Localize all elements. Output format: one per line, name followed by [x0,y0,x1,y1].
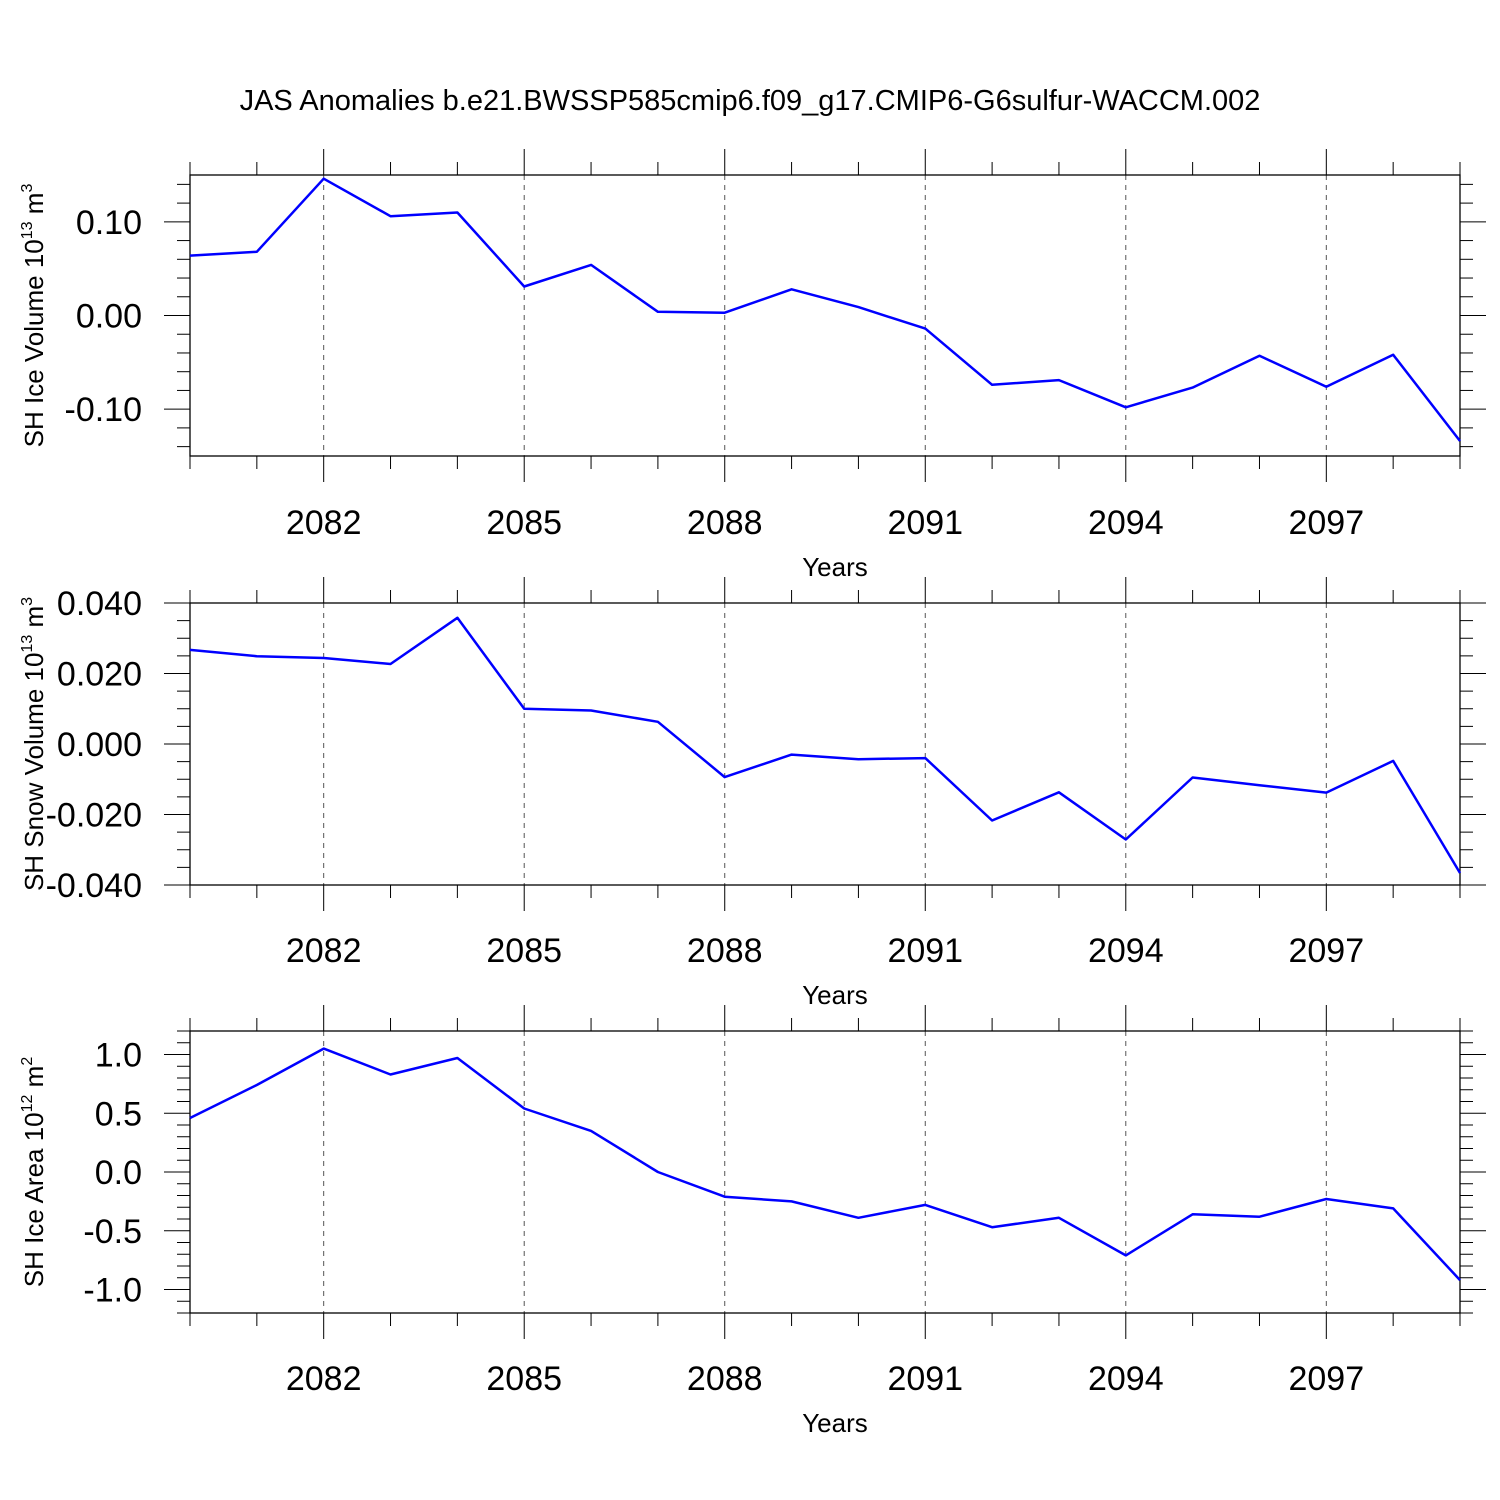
y-axis-label-exponent: 12 [19,1094,36,1112]
panel-2: 2082 2085 2088 2091 2094 2097 Years 0.040 0.020 0… [19,577,1486,1010]
y-tick-label: -0.5 [83,1213,142,1251]
y-axis-label: SH Ice Area 1012 m2 [19,1057,49,1288]
x-tick-label: 2097 [1288,1360,1364,1398]
x-tick-label: 2094 [1088,504,1164,542]
y-tick-label: 0.0 [95,1154,142,1192]
x-tick-label: 2082 [286,504,362,542]
x-tick-label: 2085 [486,504,562,542]
panel-3: 2082 2085 2088 2091 2094 2097 Years 1.0 0.5 0.0 -0… [19,1005,1486,1438]
series-line [189,616,1462,874]
y-axis-label-unit-exponent: 3 [19,597,36,606]
x-tick-label: 2085 [486,932,562,970]
x-tick-label: 2091 [887,932,963,970]
x-axis-label: Years [802,1408,868,1438]
x-tick-label: 2085 [486,1360,562,1398]
y-axis-label-exponent: 13 [19,221,36,239]
x-axis-label: Years [802,552,868,582]
panel-1: 2082 2085 2088 2091 2094 2097 Years 0.10 0.00 -0.… [19,149,1486,582]
y-tick-label: 0.00 [76,298,142,336]
y-axis-label-unit-exponent: 2 [19,1057,36,1066]
x-axis-label: Years [802,980,868,1010]
figure-title: JAS Anomalies b.e21.BWSSP585cmip6.f09_g1… [240,85,1261,117]
y-tick-label: 1.0 [95,1037,142,1075]
series-line [189,177,1461,442]
y-tick-label: 0.040 [57,585,142,623]
x-tick-label: 2082 [286,1360,362,1398]
y-tick-label: 0.10 [76,204,142,242]
y-tick-label: -0.020 [46,797,142,835]
y-axis-label: SH Ice Volume 1013 m3 [19,184,49,448]
y-tick-label: -0.040 [46,867,142,905]
series-line [189,1047,1461,1281]
x-tick-label: 2088 [687,1360,763,1398]
x-tick-label: 2094 [1088,1360,1164,1398]
y-tick-label: -1.0 [83,1272,142,1310]
y-axis-label-unit: m [19,606,49,635]
y-axis-label-text: SH Ice Volume 10 [19,239,49,447]
y-axis-label-exponent: 13 [19,635,36,653]
y-axis-label-unit-exponent: 3 [19,184,36,193]
x-tick-label: 2097 [1288,504,1364,542]
y-axis-label-text: SH Ice Area 10 [19,1112,49,1287]
x-tick-label: 2091 [887,1360,963,1398]
y-axis-label-unit: m [19,1066,49,1095]
y-axis-label: SH Snow Volume 1013 m3 [19,597,49,891]
x-tick-label: 2088 [687,932,763,970]
y-tick-label: 0.000 [57,726,142,764]
y-axis-label-unit: m [19,193,49,222]
x-tick-label: 2094 [1088,932,1164,970]
x-tick-label: 2097 [1288,932,1364,970]
x-tick-label: 2091 [887,504,963,542]
x-tick-label: 2088 [687,504,763,542]
panels: 2082 2085 2088 2091 2094 2097 Years 0.10 0.00 -0.… [19,149,1486,1438]
y-tick-label: 0.5 [95,1095,142,1133]
y-tick-label: 0.020 [57,656,142,694]
y-axis-label-text: SH Snow Volume 10 [19,653,49,891]
y-tick-label: -0.10 [65,391,143,429]
x-tick-label: 2082 [286,932,362,970]
